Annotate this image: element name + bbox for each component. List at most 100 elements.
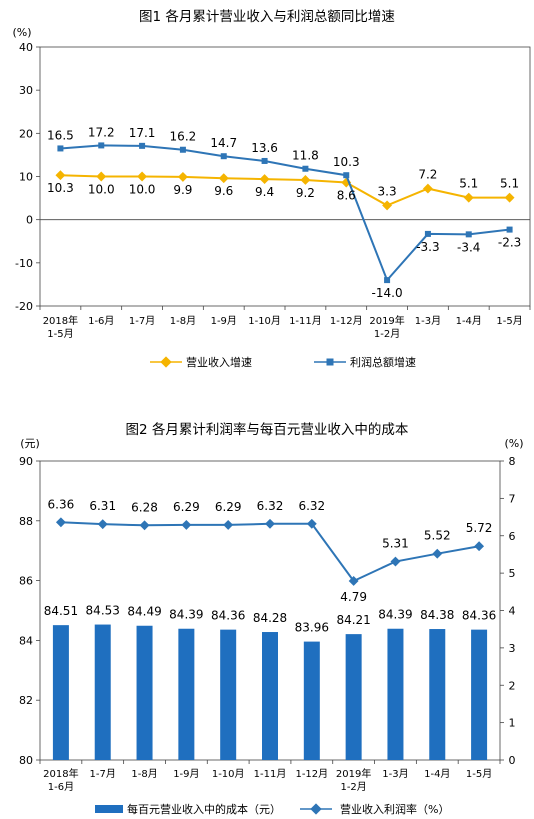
data-point (348, 576, 359, 586)
bar-label: 84.51 (44, 604, 78, 618)
y-tick-label: 90 (19, 455, 33, 468)
line-label: 6.29 (173, 500, 200, 514)
bar-label: 84.21 (336, 613, 370, 627)
y2-tick-label: 5 (509, 567, 516, 580)
series-line-profit (60, 144, 510, 282)
x-tick-label: 1-8月 (131, 768, 157, 780)
chart-2-title: 图2 各月累计利润率与每百元营业收入中的成本 (126, 421, 409, 438)
data-label: 17.1 (129, 126, 156, 140)
data-label: 16.2 (170, 130, 197, 144)
data-point (432, 548, 443, 559)
bar (429, 629, 446, 760)
y2-tick-label: 8 (509, 455, 516, 468)
x-tick-label: 1-4月 (424, 768, 450, 780)
data-point (382, 200, 393, 211)
data-label: 16.5 (47, 128, 74, 142)
y-tick-label: 10 (19, 171, 33, 184)
legend-label-profit: 利润总额增速 (350, 355, 416, 369)
x-tick-label: 2018年 (43, 314, 78, 327)
x-tick-label: 1-11月 (254, 768, 287, 780)
data-point (306, 518, 317, 529)
data-label: -3.3 (416, 240, 439, 254)
data-point (463, 192, 474, 203)
bar (471, 629, 488, 760)
data-label: 9.4 (255, 185, 274, 199)
data-point (55, 170, 66, 181)
x-tick-label: 1-12月 (295, 768, 328, 780)
x-tick-label: 1-6月 (48, 781, 74, 793)
x-tick-label: 1-9月 (173, 768, 199, 780)
chart-1-title: 图1 各月累计营业收入与利润总额同比增速 (139, 9, 395, 25)
y-tick-label: 80 (19, 754, 33, 767)
data-point (179, 146, 186, 153)
series-line-margin (60, 521, 480, 583)
data-point (220, 153, 227, 160)
data-point (384, 277, 391, 284)
bar-label: 84.38 (420, 608, 454, 622)
data-label: 10.3 (333, 155, 360, 169)
bar-label: 83.96 (295, 621, 329, 635)
line-label: 6.28 (131, 500, 158, 514)
data-point (474, 541, 485, 552)
y-tick-label: -20 (15, 300, 33, 313)
y-tick-label: 88 (19, 515, 33, 528)
bar (178, 628, 195, 760)
data-point (218, 173, 229, 184)
x-tick-label: 1-3月 (382, 768, 408, 780)
x-tick-label: 1-5月 (496, 315, 522, 327)
data-label: 8.6 (337, 189, 356, 203)
chart-2-left-unit-label: (元) (20, 437, 40, 450)
chart-1-data-labels: 10.3 10.0 10.0 9.9 9.6 9.4 9.2 8.6 3.3 7.2 5.1 5.1 1… (47, 125, 521, 300)
legend-marker-revenue (160, 356, 172, 368)
line-label: 6.31 (89, 499, 116, 513)
x-tick-label: 1-2月 (340, 781, 366, 793)
chart-1-unit-label: (%) (12, 26, 31, 39)
data-point (177, 171, 188, 182)
data-point (343, 172, 350, 179)
y2-tick-label: 1 (509, 717, 516, 730)
chart-2: 图2 各月累计利润率与每百元营业收入中的成本 (元) (%) 808284868… (19, 421, 524, 816)
bar (52, 625, 69, 760)
data-point (181, 519, 192, 530)
legend-marker-profit (326, 358, 334, 366)
data-label: 3.3 (378, 184, 397, 198)
y-tick-label: 0 (26, 214, 33, 227)
data-point (504, 192, 515, 203)
x-tick-label: 1-11月 (289, 315, 322, 327)
data-label: 9.2 (296, 186, 315, 200)
bar-label: 84.49 (127, 605, 161, 619)
data-point (302, 165, 309, 172)
data-point (422, 183, 433, 194)
x-tick-label: 1-8月 (170, 315, 196, 327)
bar-label: 84.36 (462, 609, 496, 623)
data-label: 9.6 (214, 184, 233, 198)
data-label: -2.3 (498, 236, 521, 250)
chart-2-data-labels: 84.51 84.53 84.49 84.39 84.36 84.28 83.96 84.21… (44, 497, 497, 634)
line-label: 5.31 (382, 537, 409, 551)
y2-tick-label: 0 (509, 754, 516, 767)
x-tick-label: 1-7月 (129, 315, 155, 327)
data-point (300, 175, 311, 185)
data-point (96, 171, 107, 182)
x-tick-label: 2019年 (369, 314, 404, 327)
data-label: 14.7 (210, 136, 237, 150)
data-label: 5.1 (500, 177, 519, 191)
line-label: 5.52 (424, 529, 451, 543)
legend-marker-margin (310, 803, 322, 815)
line-label: 6.32 (298, 499, 325, 513)
line-label: 6.32 (257, 499, 284, 513)
data-label: 11.8 (292, 149, 319, 163)
data-point (97, 519, 108, 530)
x-tick-label: 1-10月 (212, 768, 245, 780)
x-tick-label: 1-5月 (466, 768, 492, 780)
series-line-revenue (60, 174, 510, 207)
bar-label: 84.39 (169, 608, 203, 622)
x-tick-label: 1-2月 (374, 328, 400, 340)
data-label: -14.0 (372, 286, 403, 300)
line-label: 6.36 (48, 497, 75, 511)
data-point (465, 231, 472, 238)
data-point (139, 142, 146, 149)
y2-tick-label: 3 (509, 642, 516, 655)
bar-label: 84.39 (378, 608, 412, 622)
y2-tick-label: 4 (509, 605, 516, 618)
